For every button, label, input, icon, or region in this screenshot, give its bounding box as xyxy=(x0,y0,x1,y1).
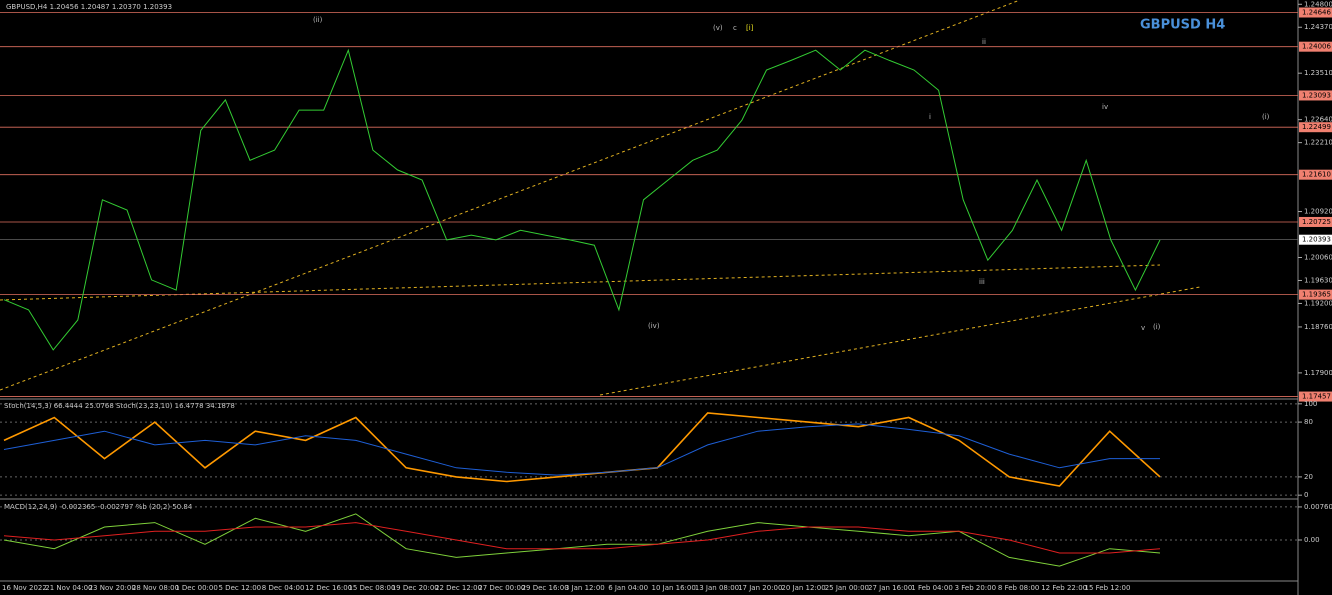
y-tick-label: 1.19630 xyxy=(1304,276,1332,284)
y-tick-label: 1.20920 xyxy=(1304,208,1332,216)
x-tick-label: 13 Jan 08:00 xyxy=(695,584,739,592)
x-tick-label: 27 Dec 00:00 xyxy=(478,584,525,592)
x-tick-label: 17 Jan 20:00 xyxy=(738,584,782,592)
level-tag xyxy=(1299,169,1332,180)
y-tick-label: 1.24370 xyxy=(1304,23,1332,31)
y-tick-label: 100 xyxy=(1304,400,1317,408)
wave-label: [i] xyxy=(746,24,754,32)
y-tick-label: 0.007606 xyxy=(1304,503,1332,511)
channel-line xyxy=(0,0,1021,391)
wave-label: (i) xyxy=(1153,323,1161,331)
wave-label: v xyxy=(1141,324,1145,332)
level-tag xyxy=(1299,391,1332,402)
wave-label: (iv) xyxy=(648,322,660,330)
x-tick-label: 23 Nov 20:00 xyxy=(89,584,136,592)
x-tick-label: 5 Dec 12:00 xyxy=(219,584,262,592)
y-tick-label: 80 xyxy=(1304,418,1313,426)
y-tick-label: 1.17900 xyxy=(1304,369,1332,377)
x-tick-label: 12 Feb 22:00 xyxy=(1041,584,1087,592)
x-tick-label: 29 Dec 16:00 xyxy=(522,584,569,592)
wave-label: iv xyxy=(1102,103,1108,111)
level-label: 1.24646 xyxy=(1302,9,1331,17)
y-tick-label: 1.23510 xyxy=(1304,69,1332,77)
price-line xyxy=(3,522,1161,554)
x-tick-label: 6 Jan 04:00 xyxy=(608,584,648,592)
y-tick-label: 1.19200 xyxy=(1304,299,1332,307)
watermark: GBPUSD H4 xyxy=(1140,18,1225,33)
wave-label: (i) xyxy=(1262,113,1270,121)
x-tick-label: 1 Dec 00:00 xyxy=(175,584,218,592)
x-tick-label: 8 Dec 04:00 xyxy=(262,584,305,592)
level-label: 1.22499 xyxy=(1302,123,1331,131)
x-tick-label: 15 Dec 08:00 xyxy=(348,584,395,592)
level-tag xyxy=(1299,90,1332,101)
x-tick-label: 20 Jan 12:00 xyxy=(781,584,825,592)
level-tag xyxy=(1299,41,1332,52)
symbol-header: GBPUSD,H4 1.20456 1.20487 1.20370 1.2039… xyxy=(6,3,172,11)
x-tick-label: 16 Nov 2022 xyxy=(2,584,47,592)
price-line xyxy=(3,423,1160,476)
level-label: 1.19365 xyxy=(1302,291,1331,299)
current-price-tag xyxy=(1299,234,1332,245)
y-tick-label: 1.20060 xyxy=(1304,253,1332,261)
x-tick-label: 25 Jan 00:00 xyxy=(825,584,869,592)
level-tag xyxy=(1299,7,1332,18)
macd-header: MACD(12,24,9) -0.002365 -0.002797 %b (20… xyxy=(4,503,193,511)
level-label: 1.17457 xyxy=(1302,393,1331,401)
stoch-header: Stoch(14,5,3) 66.4444 25.0768 Stoch(23,2… xyxy=(4,402,235,410)
wave-label: i xyxy=(929,113,931,121)
level-label: 1.24006 xyxy=(1302,43,1331,51)
y-tick-label: 1.22640 xyxy=(1304,116,1332,124)
wave-label: (ii) xyxy=(313,16,323,24)
wave-label: c xyxy=(733,24,737,32)
level-label: 1.23093 xyxy=(1302,91,1331,99)
y-tick-label: 20 xyxy=(1304,473,1313,481)
x-tick-label: 22 Dec 12:00 xyxy=(435,584,482,592)
x-tick-label: 3 Jan 12:00 xyxy=(565,584,605,592)
level-tag xyxy=(1299,122,1332,133)
y-tick-label: 1.24800 xyxy=(1304,0,1332,8)
x-tick-label: 19 Dec 20:00 xyxy=(392,584,439,592)
x-tick-label: 15 Feb 12:00 xyxy=(1085,584,1131,592)
price-line xyxy=(3,48,1161,351)
y-tick-label: 1.22210 xyxy=(1304,139,1332,147)
x-tick-label: 12 Dec 16:00 xyxy=(305,584,352,592)
wave-label: iii xyxy=(979,278,985,286)
x-tick-label: 3 Feb 20:00 xyxy=(955,584,996,592)
y-tick-label: 1.18760 xyxy=(1304,323,1332,331)
wave-label: (v) xyxy=(713,24,723,32)
x-tick-label: 27 Jan 16:00 xyxy=(868,584,912,592)
channel-line xyxy=(0,264,1161,301)
wave-label: ii xyxy=(982,38,986,46)
x-tick-label: 8 Feb 08:00 xyxy=(998,584,1039,592)
price-line xyxy=(3,513,1161,567)
y-tick-label: 0 xyxy=(1304,491,1308,499)
x-tick-label: 1 Feb 04:00 xyxy=(911,584,952,592)
level-label: 1.21610 xyxy=(1302,171,1331,179)
x-tick-label: 28 Nov 08:00 xyxy=(132,584,179,592)
y-tick-label: 0.00 xyxy=(1304,536,1320,544)
level-tag xyxy=(1299,216,1332,227)
channel-line xyxy=(599,286,1201,396)
current-price-label: 1.20393 xyxy=(1302,236,1331,244)
price-line xyxy=(3,412,1161,487)
level-label: 1.20725 xyxy=(1302,218,1331,226)
x-tick-label: 21 Nov 04:00 xyxy=(45,584,92,592)
x-tick-label: 10 Jan 16:00 xyxy=(652,584,696,592)
level-tag xyxy=(1299,289,1332,300)
